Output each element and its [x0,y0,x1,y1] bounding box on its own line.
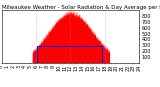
Text: Milwaukee Weather - Solar Radiation & Day Average per Minute W/m² (Today): Milwaukee Weather - Solar Radiation & Da… [2,4,160,10]
Bar [37,46,102,63]
